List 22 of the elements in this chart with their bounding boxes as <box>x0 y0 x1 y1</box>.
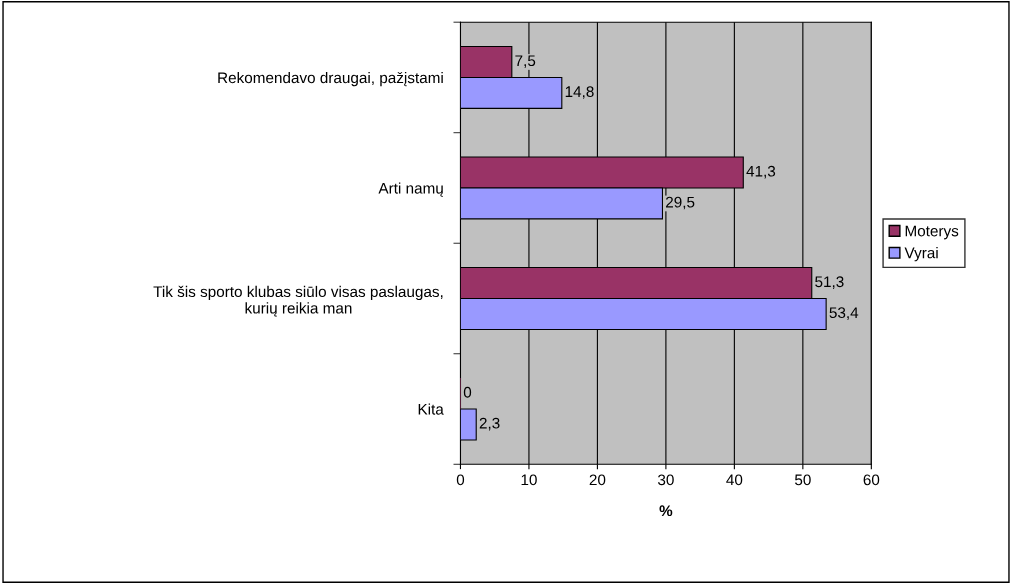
x-axis-title: % <box>659 505 673 517</box>
data-label: 51,3 <box>815 276 844 289</box>
data-label: 14,8 <box>565 86 594 99</box>
x-tick-label: 10 <box>521 474 537 486</box>
data-label: 7,5 <box>515 55 536 68</box>
y-tick-label: Rekomendavo draugai, pažįstami <box>218 71 443 87</box>
data-label: 0 <box>463 386 472 398</box>
data-label: 41,3 <box>746 165 776 179</box>
x-tick-label: 0 <box>456 474 465 486</box>
legend-label: Vyrai <box>904 247 938 262</box>
x-tick-label: 20 <box>589 474 606 486</box>
y-tick-label: Kita <box>418 403 444 415</box>
x-tick-label: 50 <box>794 474 811 486</box>
x-tick-label: 30 <box>657 474 674 486</box>
data-label: 2,3 <box>479 417 500 431</box>
x-tick-label: 40 <box>726 474 743 486</box>
y-tick-label: Arti namų <box>378 182 443 197</box>
x-tick-label: 60 <box>863 474 880 486</box>
data-label: 29,5 <box>666 196 695 210</box>
data-label: 53,4 <box>829 307 859 320</box>
legend-label: Moterys <box>905 225 959 240</box>
y-tick-label: Tik šis sporto klubas siūlo visas paslaugas, kurių reikia man <box>153 285 443 317</box>
